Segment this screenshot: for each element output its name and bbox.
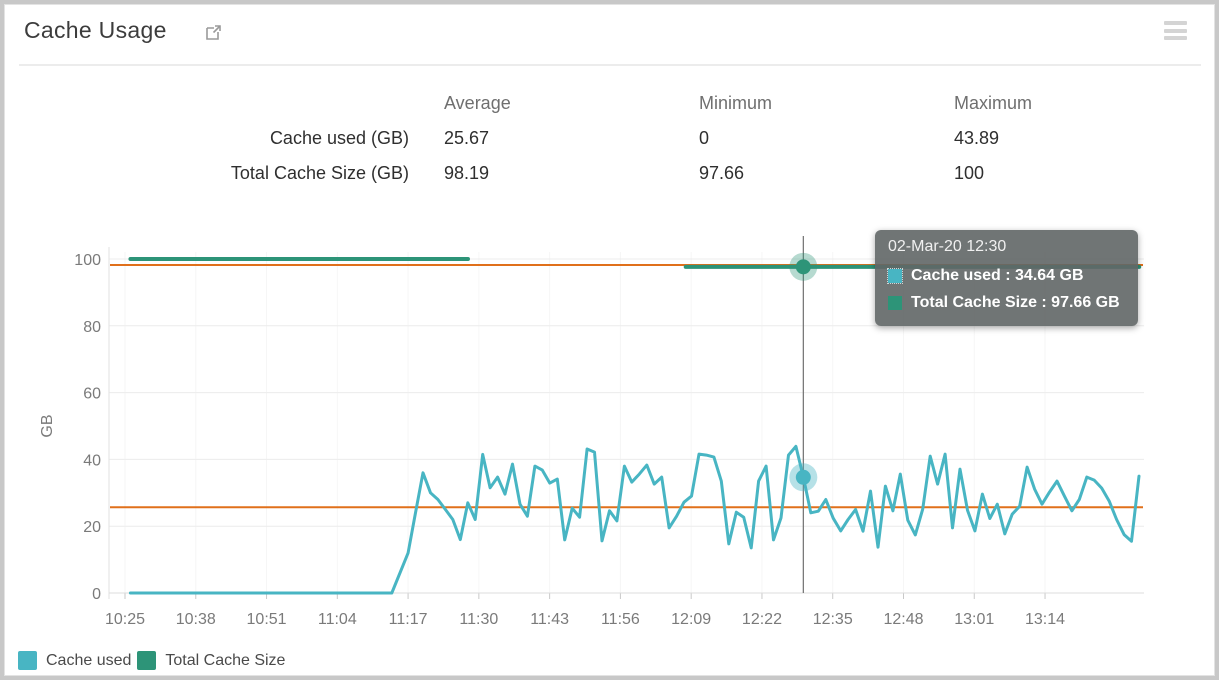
total-cache-swatch-icon <box>888 295 902 310</box>
y-tick-label: 60 <box>83 386 101 403</box>
x-tick-label: 13:01 <box>954 611 994 628</box>
x-tick-label: 12:35 <box>813 611 853 628</box>
stats-cache-used-minimum: 0 <box>699 128 710 148</box>
tooltip-row-total-cache: Total Cache Size : 97.66 GB <box>888 289 1125 316</box>
legend-label: Total Cache Size <box>165 651 286 669</box>
chart-tooltip: 02-Mar-20 12:30 Cache used : 34.64 GB To… <box>875 230 1138 326</box>
tooltip-row-cache-used: Cache used : 34.64 GB <box>887 262 1125 289</box>
cache-used-line <box>128 444 1141 595</box>
x-tick-label: 12:22 <box>742 611 782 628</box>
y-tick-label: 100 <box>74 252 101 269</box>
x-tick-label: 12:48 <box>883 611 923 628</box>
y-tick-label: 40 <box>83 452 101 469</box>
x-tick-label: 12:09 <box>671 611 711 628</box>
stats-cache-used-maximum: 43.89 <box>954 128 1000 148</box>
cache-used-legend-swatch-icon <box>18 651 37 670</box>
hamburger-menu-icon[interactable] <box>1164 21 1187 40</box>
stats-col-maximum: Maximum <box>954 93 1033 113</box>
x-tick-label: 10:51 <box>247 611 287 628</box>
x-tick-label: 13:14 <box>1025 611 1065 628</box>
y-tick-label: 80 <box>83 319 101 336</box>
stats-cache-used-average: 25.67 <box>444 128 490 148</box>
open-in-new-icon[interactable] <box>205 24 222 41</box>
total-cache-size-marker <box>795 259 811 275</box>
stats-col-average: Average <box>444 93 511 113</box>
stats-row-label: Total Cache Size (GB) <box>230 163 409 183</box>
legend-item-total-cache-size[interactable]: Total Cache Size <box>137 651 285 670</box>
stats-total-cache-minimum: 97.66 <box>699 163 745 183</box>
tooltip-datetime: 02-Mar-20 12:30 <box>888 238 1007 255</box>
page-title: Cache Usage <box>24 17 167 43</box>
stats-total-cache-maximum: 100 <box>954 163 985 183</box>
widget-header: Cache Usage <box>4 4 1215 66</box>
header-divider <box>19 64 1201 66</box>
cache-used-marker <box>795 469 811 485</box>
y-tick-label: 20 <box>83 519 101 536</box>
legend-item-cache-used[interactable]: Cache used <box>18 651 131 670</box>
cache-used-swatch-icon <box>887 267 903 284</box>
y-tick-label: 0 <box>92 586 101 603</box>
x-tick-label: 11:56 <box>601 611 640 628</box>
tooltip-cache-used-text: Cache used : 34.64 GB <box>911 266 1084 284</box>
x-tick-label: 11:30 <box>459 611 498 628</box>
stats-col-minimum: Minimum <box>699 93 773 113</box>
x-tick-label: 10:38 <box>176 611 216 628</box>
chart-legend: Cache used Total Cache Size <box>18 651 285 670</box>
y-axis-title: GB <box>39 414 56 437</box>
stats-table: Average Minimum Maximum Cache used (GB) … <box>4 86 1104 191</box>
total-cache-legend-swatch-icon <box>137 651 157 670</box>
legend-label: Cache used <box>46 651 132 669</box>
stats-row-label: Cache used (GB) <box>269 128 409 148</box>
x-tick-label: 11:43 <box>530 611 569 628</box>
x-tick-label: 11:04 <box>318 611 357 628</box>
stats-total-cache-average: 98.19 <box>444 163 490 183</box>
x-tick-label: 10:25 <box>105 611 145 628</box>
x-tick-label: 11:17 <box>389 611 428 628</box>
tooltip-total-cache-text: Total Cache Size : 97.66 GB <box>911 293 1120 311</box>
